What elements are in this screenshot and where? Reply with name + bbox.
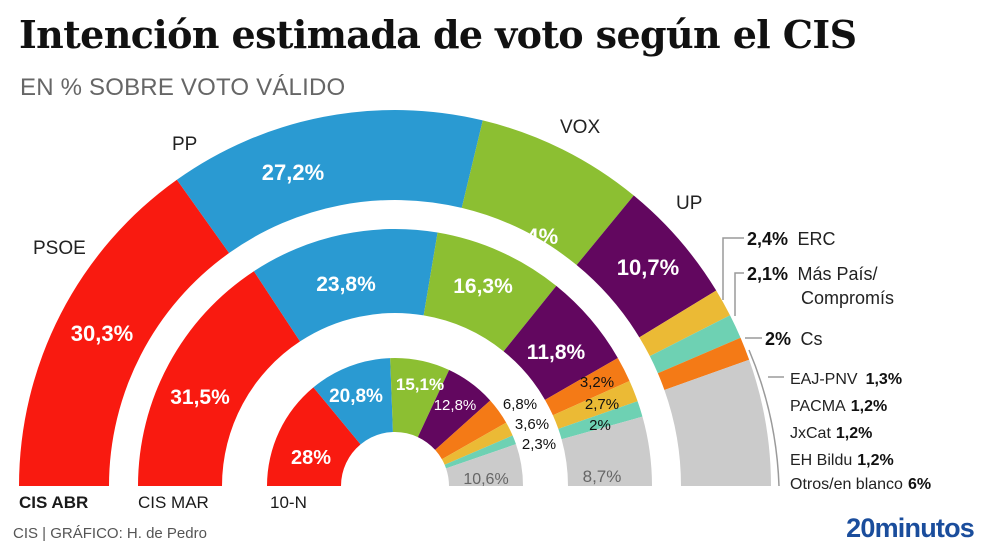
otros-item-pct: 1,2% xyxy=(851,398,887,415)
value-label-cis-mar-erc: 2,7% xyxy=(585,396,619,413)
legend-maspais-name: Más País/ xyxy=(797,264,877,284)
slice-cis-mar-up xyxy=(503,285,618,400)
slice-cis-abr-vox xyxy=(461,120,634,266)
otros-item-pct: 1,3% xyxy=(866,371,902,388)
otros-item-name: JxCat xyxy=(790,425,831,442)
value-label-cis-mar-vox: 16,3% xyxy=(453,275,513,298)
footer-source: CIS | GRÁFICO: H. de Pedro xyxy=(13,525,207,542)
slice-10-n-erc xyxy=(441,422,513,465)
slice-10-n-psoe xyxy=(267,387,361,486)
ring-label-10n: 10-N xyxy=(270,493,307,512)
slice-cis-mar-cs xyxy=(545,357,630,416)
legend-cs-pct: 2% xyxy=(765,329,791,349)
slice-cis-mar-otros xyxy=(561,416,652,486)
party-label-up: UP xyxy=(676,193,702,214)
slice-cis-abr-cs xyxy=(657,337,750,390)
slice-cis-mar-erc xyxy=(552,380,638,429)
slices-layer xyxy=(19,109,771,486)
ring-label-cis-mar: CIS MAR xyxy=(138,493,209,512)
slice-10-n-up xyxy=(417,370,491,450)
labels-layer: 30,3% 27,2% 14,4% 10,7% 31,5% 23,8% 16,3% 11,8%… xyxy=(71,160,679,488)
legend-maspais-pct: 2,1% xyxy=(747,264,788,284)
otros-item-pct: 1,2% xyxy=(857,452,893,469)
otros-breakdown-legend: EAJ-PNV 1,3% PACMA 1,2% JxCat 1,2% EH Bildu 1,2… xyxy=(790,371,931,493)
slice-cis-abr-m-s-pa-s-comprom-s xyxy=(649,315,741,374)
legend-maspais: 2,1% Más País/ xyxy=(747,264,878,284)
value-label-10-n-pp: 20,8% xyxy=(329,386,383,407)
otros-item-eh-bildu: EH Bildu 1,2% xyxy=(790,452,894,469)
value-label-10-n-cs: 6,8% xyxy=(503,396,537,413)
chart-subtitle: EN % SOBRE VOTO VÁLIDO xyxy=(20,74,346,101)
value-label-cis-abr-vox: 14,4% xyxy=(496,224,558,249)
value-label-10-n-m-s-pa-s-comprom-s: 2,3% xyxy=(522,436,556,453)
slice-10-n-vox xyxy=(390,358,450,438)
value-label-cis-mar-otros: 8,7% xyxy=(583,467,622,486)
value-label-cis-abr-psoe: 30,3% xyxy=(71,321,133,346)
value-label-10-n-erc: 3,6% xyxy=(515,416,549,433)
party-label-pp: PP xyxy=(172,134,197,155)
ring-label-cis-abr: CIS ABR xyxy=(19,493,88,512)
legend-erc: 2,4% ERC xyxy=(747,229,836,249)
value-label-10-n-psoe: 28% xyxy=(291,447,331,469)
party-label-psoe: PSOE xyxy=(33,238,86,259)
otros-item-jxcat: JxCat 1,2% xyxy=(790,425,872,442)
value-label-cis-abr-pp: 27,2% xyxy=(262,160,324,185)
otros-item-eaj-pnv: EAJ-PNV 1,3% xyxy=(790,371,902,388)
value-label-cis-abr-up: 10,7% xyxy=(617,255,679,280)
slice-cis-mar-psoe xyxy=(138,271,301,486)
slice-10-n-cs xyxy=(435,400,507,460)
legend-erc-name: ERC xyxy=(797,229,835,249)
otros-item-name: EAJ-PNV xyxy=(790,371,858,388)
slice-10-n-pp xyxy=(313,358,393,445)
slice-cis-abr-otros xyxy=(664,359,771,486)
value-label-cis-mar-pp: 23,8% xyxy=(316,273,376,296)
value-label-cis-mar-cs: 3,2% xyxy=(580,374,614,391)
party-label-vox: VOX xyxy=(560,117,600,138)
legend-maspais-name2: Compromís xyxy=(801,288,894,308)
brand-logo: 20minutos xyxy=(846,513,975,543)
slice-10-n-otros xyxy=(446,444,523,486)
slice-cis-mar-vox xyxy=(423,232,557,352)
bracket-otros xyxy=(748,349,780,487)
leader-line-maspais xyxy=(734,272,744,316)
otros-item-pacma: PACMA 1,2% xyxy=(790,398,887,415)
value-label-10-n-up: 12,8% xyxy=(434,397,477,414)
legend-erc-pct: 2,4% xyxy=(747,229,788,249)
value-label-cis-mar-m-s-pa-s-comprom-s: 2% xyxy=(589,417,611,434)
legend-cs-name: Cs xyxy=(800,329,822,349)
value-label-10-n-vox: 15,1% xyxy=(396,375,444,394)
value-label-10-n-otros: 10,6% xyxy=(463,471,508,488)
otros-item-name: PACMA xyxy=(790,398,846,415)
value-label-cis-mar-psoe: 31,5% xyxy=(170,386,230,409)
value-label-cis-mar-up: 11,8% xyxy=(527,341,586,364)
slice-cis-mar-pp xyxy=(253,229,438,342)
otros-item-pct: 6% xyxy=(908,476,931,493)
otros-item-pct: 1,2% xyxy=(836,425,872,442)
otros-item-name: Otros/en blanco xyxy=(790,476,903,493)
chart-title: Intención estimada de voto según el CIS xyxy=(19,12,857,57)
leader-line-erc xyxy=(722,237,744,300)
slice-cis-abr-up xyxy=(576,195,717,338)
otros-item-name: EH Bildu xyxy=(790,452,852,469)
otros-item-otros-en-blanco: Otros/en blanco 6% xyxy=(790,476,931,493)
legend-cs: 2% Cs xyxy=(765,329,822,349)
slice-cis-abr-erc xyxy=(639,290,731,357)
slice-10-n-m-s-pa-s-comprom-s xyxy=(444,435,516,469)
slice-cis-mar-m-s-pa-s-comprom-s xyxy=(558,401,643,440)
slice-cis-abr-pp xyxy=(176,109,483,254)
slice-cis-abr-psoe xyxy=(19,179,230,486)
